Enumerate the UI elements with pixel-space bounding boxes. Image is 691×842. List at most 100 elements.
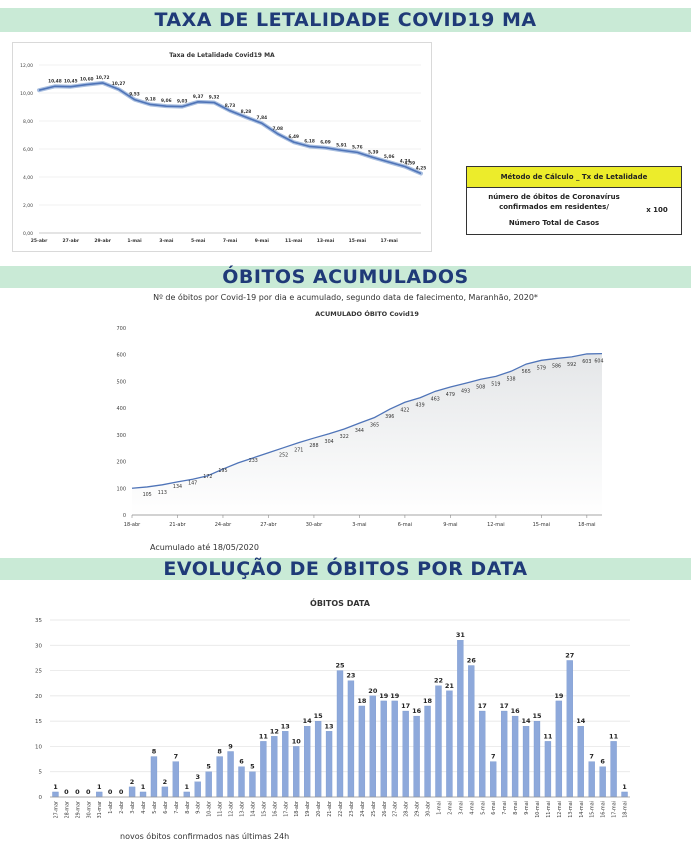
bar xyxy=(227,751,234,798)
x-tick-label: 18-mai xyxy=(578,522,596,528)
data-label: 344 xyxy=(355,428,364,434)
method-fraction: número de óbitos de Coronavírus confirma… xyxy=(471,192,637,228)
data-label: 5 xyxy=(250,763,255,771)
method-numerator: número de óbitos de Coronavírus confirma… xyxy=(488,193,620,211)
bar xyxy=(369,695,376,798)
x-tick-label: 24-abr xyxy=(360,801,366,817)
bar xyxy=(500,710,508,798)
x-tick-label: 6-mai xyxy=(491,801,497,815)
data-label: 396 xyxy=(385,414,394,420)
x-tick-label: 22-abr xyxy=(338,801,344,817)
data-label: 113 xyxy=(158,490,167,496)
data-label: 7,08 xyxy=(272,126,283,132)
data-label: 6 xyxy=(239,758,244,766)
data-label: 9,32 xyxy=(209,95,220,101)
y-tick-label: 35 xyxy=(35,618,42,624)
x-tick-label: 21-abr xyxy=(327,801,333,817)
x-tick-label: 16-mai xyxy=(601,801,607,818)
x-tick-label: 30-mar xyxy=(86,801,92,818)
data-label: 21 xyxy=(445,682,455,690)
x-tick-label: 5-abr xyxy=(152,801,158,814)
data-label: 9 xyxy=(228,742,233,750)
data-label: 10,72 xyxy=(96,75,110,81)
method-header: Método de Cálculo _ Tx de Letalidade xyxy=(467,167,681,188)
data-label: 17 xyxy=(478,702,487,710)
x-tick-label: 1-mai xyxy=(127,238,142,244)
data-label: 14 xyxy=(522,717,532,725)
data-label: 10,45 xyxy=(64,79,78,85)
bar xyxy=(128,786,136,798)
x-tick-label: 17-abr xyxy=(283,801,289,817)
data-label: 195 xyxy=(218,468,227,474)
bar xyxy=(183,791,190,798)
x-tick-label: 15-mai xyxy=(533,522,551,528)
x-tick-label: 9-abr xyxy=(196,801,202,814)
bar xyxy=(249,771,256,798)
data-label: 538 xyxy=(506,376,515,382)
chart-title: ACUMULADO ÓBITO Covid19 xyxy=(315,309,419,318)
data-label: 2 xyxy=(163,778,168,786)
x-tick-label: 9-mai xyxy=(443,522,457,528)
y-tick-label: 300 xyxy=(116,433,126,439)
x-tick-label: 3-mai xyxy=(458,801,464,815)
x-tick-label: 21-abr xyxy=(169,522,186,528)
bar xyxy=(380,700,387,798)
x-tick-label: 8-abr xyxy=(185,801,191,814)
x-tick-label: 9-mai xyxy=(524,801,530,815)
x-tick-label: 11-mai xyxy=(285,238,303,244)
y-tick-label: 0,00 xyxy=(23,231,33,237)
y-tick-label: 15 xyxy=(35,719,42,725)
x-tick-label: 7-mai xyxy=(502,801,508,815)
data-label: 13 xyxy=(281,722,290,730)
x-tick-label: 23-abr xyxy=(349,801,355,817)
data-label: 17 xyxy=(401,702,410,710)
data-label: 0 xyxy=(119,788,124,796)
y-tick-label: 500 xyxy=(116,379,126,385)
data-label: 508 xyxy=(476,384,485,390)
x-tick-label: 5-mai xyxy=(480,801,486,815)
data-label: 11 xyxy=(543,732,553,740)
data-label: 23 xyxy=(346,672,355,680)
y-tick-label: 12,00 xyxy=(20,63,33,69)
bar xyxy=(216,756,223,798)
data-label: 12 xyxy=(270,727,279,735)
area-fill xyxy=(132,353,602,515)
x-tick-label: 12-mai xyxy=(487,522,505,528)
data-label: 7 xyxy=(174,753,179,761)
x-tick-label: 25-abr xyxy=(31,238,48,244)
bar xyxy=(446,690,453,798)
data-label: 479 xyxy=(446,392,455,398)
data-label: 519 xyxy=(491,381,500,387)
bar xyxy=(314,720,322,798)
y-tick-label: 100 xyxy=(116,486,126,492)
data-label: 14 xyxy=(576,717,586,725)
data-label: 0 xyxy=(108,788,113,796)
x-tick-label: 3-mai xyxy=(352,522,366,528)
data-label: 1 xyxy=(141,783,146,791)
letalidade-line-chart: Taxa de Letalidade Covid19 MA 0,00 2,00 4,0… xyxy=(20,52,427,244)
x-tick-label: 31-mar xyxy=(97,801,103,818)
bar xyxy=(52,791,59,798)
bar xyxy=(150,756,158,798)
data-label: 586 xyxy=(552,363,561,369)
x-tick-label: 24-abr xyxy=(215,522,232,528)
data-label: 17 xyxy=(500,702,509,710)
bar xyxy=(566,660,573,798)
data-label: 8,28 xyxy=(241,109,252,115)
data-label: 19 xyxy=(379,692,389,700)
y-tick-label: 700 xyxy=(116,326,126,332)
obitos-bar-chart: ÓBITOS DATA05101520253035127-mar028-mar0… xyxy=(35,597,630,818)
x-tick-label: 13-abr xyxy=(240,801,246,817)
x-tick-label: 20-abr xyxy=(316,801,322,817)
letalidade-chart-panel: Taxa de Letalidade Covid19 MA 0,00 2,00 4,0… xyxy=(12,42,432,252)
method-denominator: Número Total de Casos xyxy=(508,219,600,227)
x-tick-label: 17-mai xyxy=(612,801,618,818)
bar xyxy=(139,791,147,798)
data-label: 1 xyxy=(185,783,190,791)
data-label: 4,25 xyxy=(416,166,427,172)
x-tick-label: 6-abr xyxy=(163,801,169,814)
x-tick-label: 1-abr xyxy=(108,801,114,814)
bar xyxy=(161,786,169,798)
data-label: 27 xyxy=(565,651,574,659)
data-label: 15 xyxy=(532,712,542,720)
